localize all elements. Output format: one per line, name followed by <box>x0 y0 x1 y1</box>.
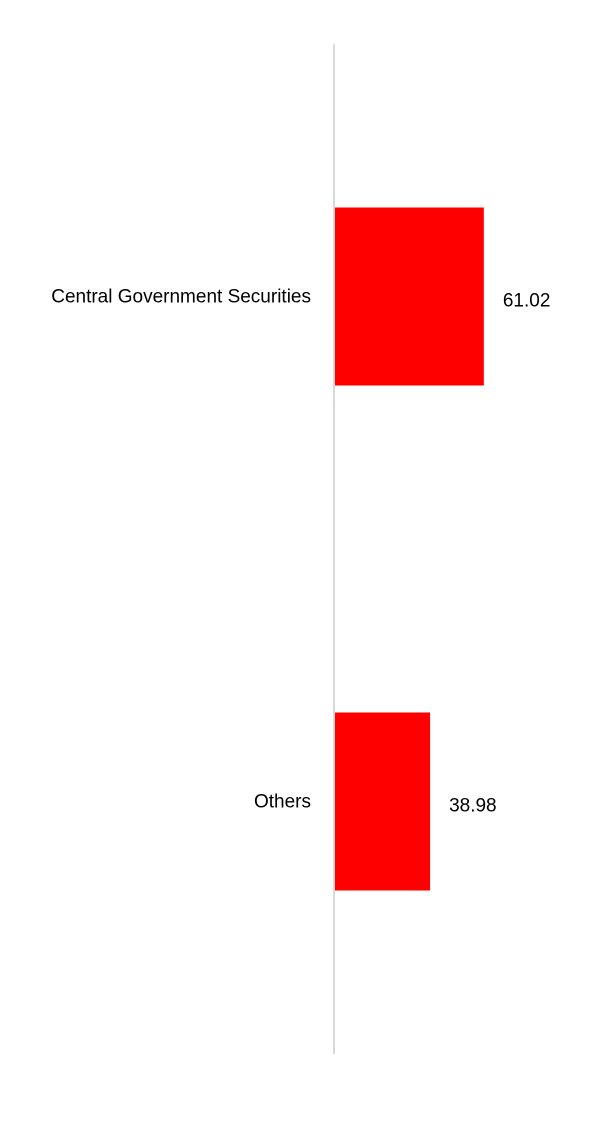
bars-group <box>335 207 484 891</box>
data-label-0: 61.02 <box>503 291 551 312</box>
data-labels-group: 61.02 38.98 <box>449 291 550 817</box>
category-labels-group: Central Government Securities Others <box>51 287 311 813</box>
data-label-1: 38.98 <box>449 796 497 817</box>
bar-1 <box>335 712 431 891</box>
category-label-0: Central Government Securities <box>51 287 311 308</box>
bar-0 <box>335 207 484 386</box>
category-label-1: Others <box>254 792 311 813</box>
